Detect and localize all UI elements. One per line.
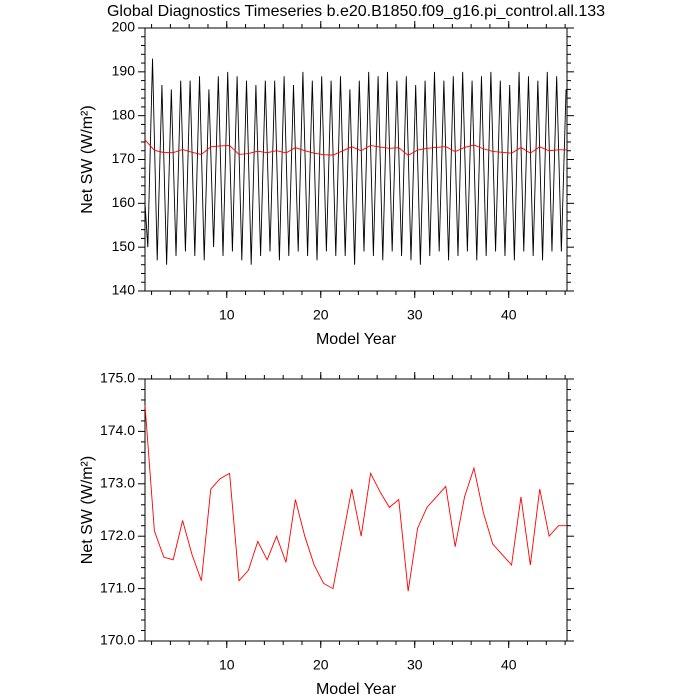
- y-tick-label: 170.0: [100, 632, 135, 648]
- x-tick-label: 10: [219, 657, 235, 673]
- y-tick-label: 150: [112, 238, 136, 254]
- x-axis-label: Model Year: [316, 681, 397, 698]
- plot-frame: [144, 27, 568, 292]
- y-tick-label: 190: [112, 63, 136, 79]
- y-tick-label: 173.0: [100, 475, 135, 491]
- series-line: [144, 58, 567, 265]
- y-tick-label: 175.0: [100, 370, 135, 386]
- chart-title: Global Diagnostics Timeseries b.e20.B185…: [107, 3, 605, 20]
- x-tick-label: 10: [219, 307, 235, 323]
- y-tick-label: 160: [112, 194, 136, 210]
- y-tick-label: 172.0: [100, 527, 135, 543]
- y-tick-label: 140: [112, 282, 136, 298]
- series-line: [144, 139, 567, 156]
- y-tick-label: 174.0: [100, 422, 135, 438]
- series-line: [144, 405, 567, 592]
- y-axis-label: Net SW (W/m²): [79, 456, 96, 564]
- y-tick-label: 171.0: [100, 579, 135, 595]
- plot-frame: [144, 378, 568, 642]
- x-axis-label: Model Year: [316, 331, 397, 348]
- y-tick-label: 180: [112, 106, 136, 122]
- y-axis-label: Net SW (W/m²): [79, 105, 96, 213]
- y-tick-label: 200: [112, 19, 136, 35]
- x-tick-label: 20: [313, 657, 329, 673]
- x-tick-label: 20: [313, 307, 329, 323]
- y-tick-label: 170: [112, 150, 136, 166]
- x-tick-label: 40: [501, 307, 517, 323]
- x-tick-label: 30: [407, 657, 423, 673]
- x-tick-label: 30: [407, 307, 423, 323]
- x-tick-label: 40: [501, 657, 517, 673]
